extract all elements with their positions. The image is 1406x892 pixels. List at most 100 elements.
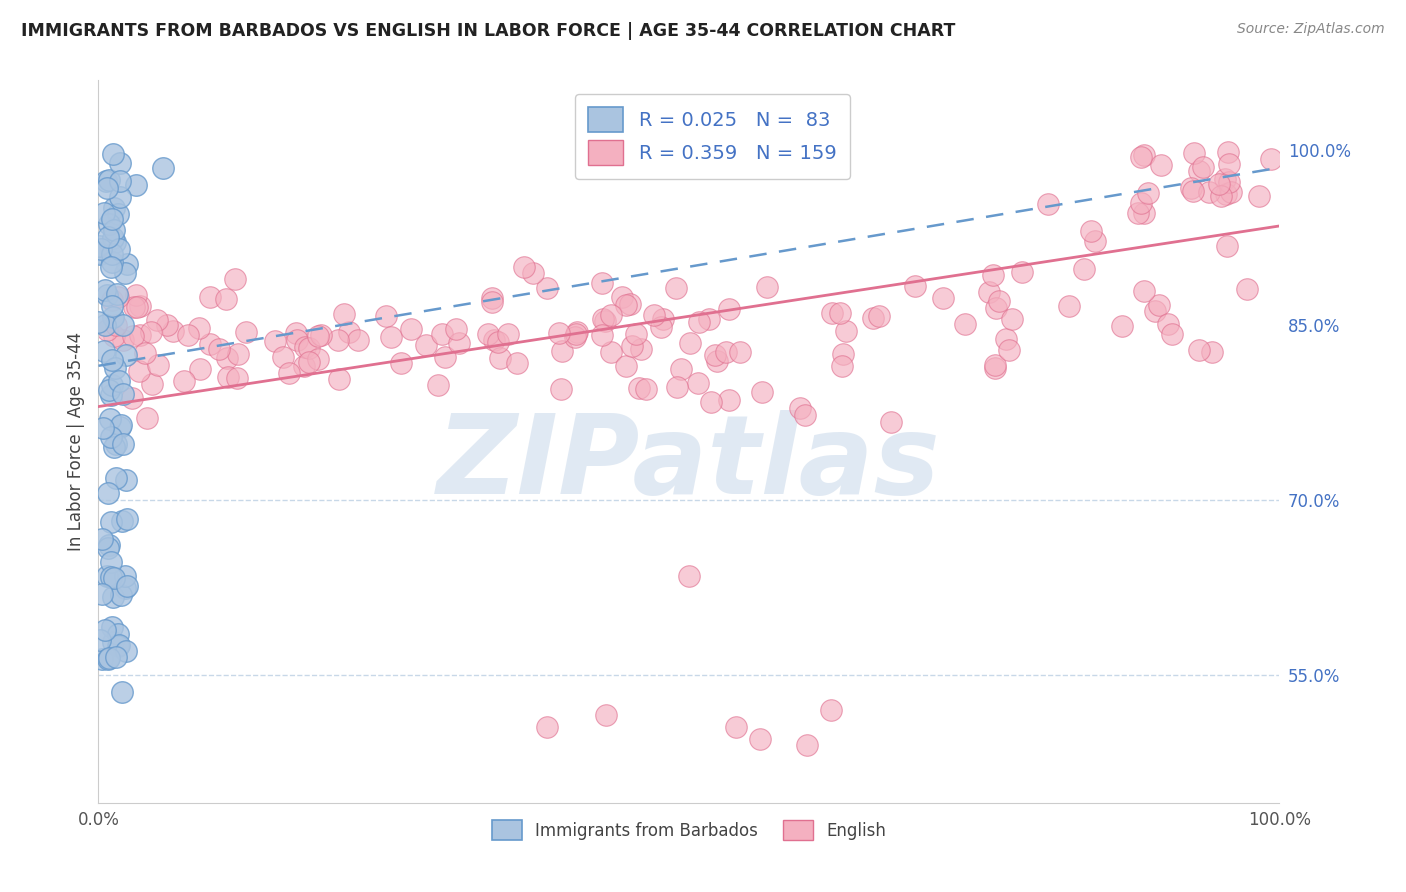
Point xyxy=(998,343,1021,357)
Text: ZIPatlas: ZIPatlas xyxy=(437,409,941,516)
Point xyxy=(619,297,641,311)
Point xyxy=(988,294,1011,309)
Point xyxy=(506,356,529,370)
Point xyxy=(1220,186,1243,200)
Point xyxy=(415,337,437,351)
Point xyxy=(748,731,770,746)
Point xyxy=(115,579,138,593)
Point xyxy=(146,312,169,326)
Point xyxy=(103,572,125,586)
Point xyxy=(669,362,692,376)
Point xyxy=(128,364,150,378)
Point xyxy=(1011,265,1033,279)
Point xyxy=(643,309,665,323)
Point xyxy=(614,298,637,312)
Point xyxy=(328,371,350,385)
Point xyxy=(714,345,737,359)
Point xyxy=(1249,189,1271,203)
Point xyxy=(101,231,124,245)
Point xyxy=(427,378,450,392)
Point xyxy=(862,310,884,325)
Point xyxy=(704,348,727,362)
Point xyxy=(101,353,124,368)
Point xyxy=(591,327,613,342)
Point xyxy=(610,290,633,304)
Legend: Immigrants from Barbados, English: Immigrants from Barbados, English xyxy=(484,812,894,848)
Point xyxy=(793,408,815,422)
Point xyxy=(146,359,169,373)
Point xyxy=(665,281,688,295)
Point xyxy=(94,283,117,297)
Point xyxy=(447,336,470,351)
Point xyxy=(333,307,356,321)
Point xyxy=(756,280,779,294)
Point xyxy=(591,276,613,290)
Point xyxy=(107,627,129,641)
Point xyxy=(98,538,121,552)
Point xyxy=(93,206,115,220)
Point xyxy=(122,329,145,343)
Point xyxy=(984,360,1007,375)
Point xyxy=(108,419,131,434)
Point xyxy=(1181,184,1204,198)
Point xyxy=(112,437,135,451)
Point xyxy=(208,343,231,357)
Point xyxy=(1133,284,1156,298)
Point xyxy=(101,378,124,392)
Point xyxy=(614,359,637,373)
Point xyxy=(551,344,574,359)
Point xyxy=(188,320,211,334)
Point xyxy=(1130,150,1153,164)
Point xyxy=(134,345,156,359)
Point xyxy=(828,305,851,319)
Point xyxy=(486,335,509,350)
Point xyxy=(1128,206,1150,220)
Point xyxy=(1143,303,1166,318)
Point xyxy=(188,362,211,376)
Point xyxy=(1209,188,1232,202)
Point xyxy=(513,260,536,274)
Point xyxy=(107,290,129,304)
Point xyxy=(347,333,370,347)
Point xyxy=(110,588,132,602)
Point xyxy=(128,327,150,342)
Point xyxy=(89,239,111,253)
Point xyxy=(107,639,129,653)
Point xyxy=(592,311,614,326)
Point xyxy=(789,401,811,415)
Point xyxy=(217,351,239,365)
Point xyxy=(91,652,114,666)
Y-axis label: In Labor Force | Age 35-44: In Labor Force | Age 35-44 xyxy=(66,332,84,551)
Point xyxy=(337,325,360,339)
Point xyxy=(98,412,121,426)
Point xyxy=(564,330,586,344)
Point xyxy=(285,333,308,347)
Point xyxy=(482,333,505,347)
Point xyxy=(198,336,221,351)
Point xyxy=(651,311,673,326)
Point xyxy=(96,174,118,188)
Point xyxy=(101,247,124,261)
Point xyxy=(1216,239,1239,253)
Point xyxy=(1150,158,1173,172)
Point xyxy=(110,418,132,433)
Point xyxy=(297,355,319,369)
Point xyxy=(1147,298,1170,312)
Point xyxy=(97,650,120,665)
Point xyxy=(536,280,558,294)
Point xyxy=(1201,344,1223,359)
Point xyxy=(1073,262,1095,277)
Point xyxy=(93,318,115,333)
Point xyxy=(621,339,644,353)
Point xyxy=(904,278,927,293)
Point xyxy=(104,318,127,332)
Point xyxy=(101,147,124,161)
Point xyxy=(666,380,689,394)
Point xyxy=(107,207,129,221)
Point xyxy=(217,369,239,384)
Point xyxy=(725,720,748,734)
Point xyxy=(600,309,623,323)
Point xyxy=(90,242,112,256)
Point xyxy=(215,293,238,307)
Point xyxy=(700,395,723,409)
